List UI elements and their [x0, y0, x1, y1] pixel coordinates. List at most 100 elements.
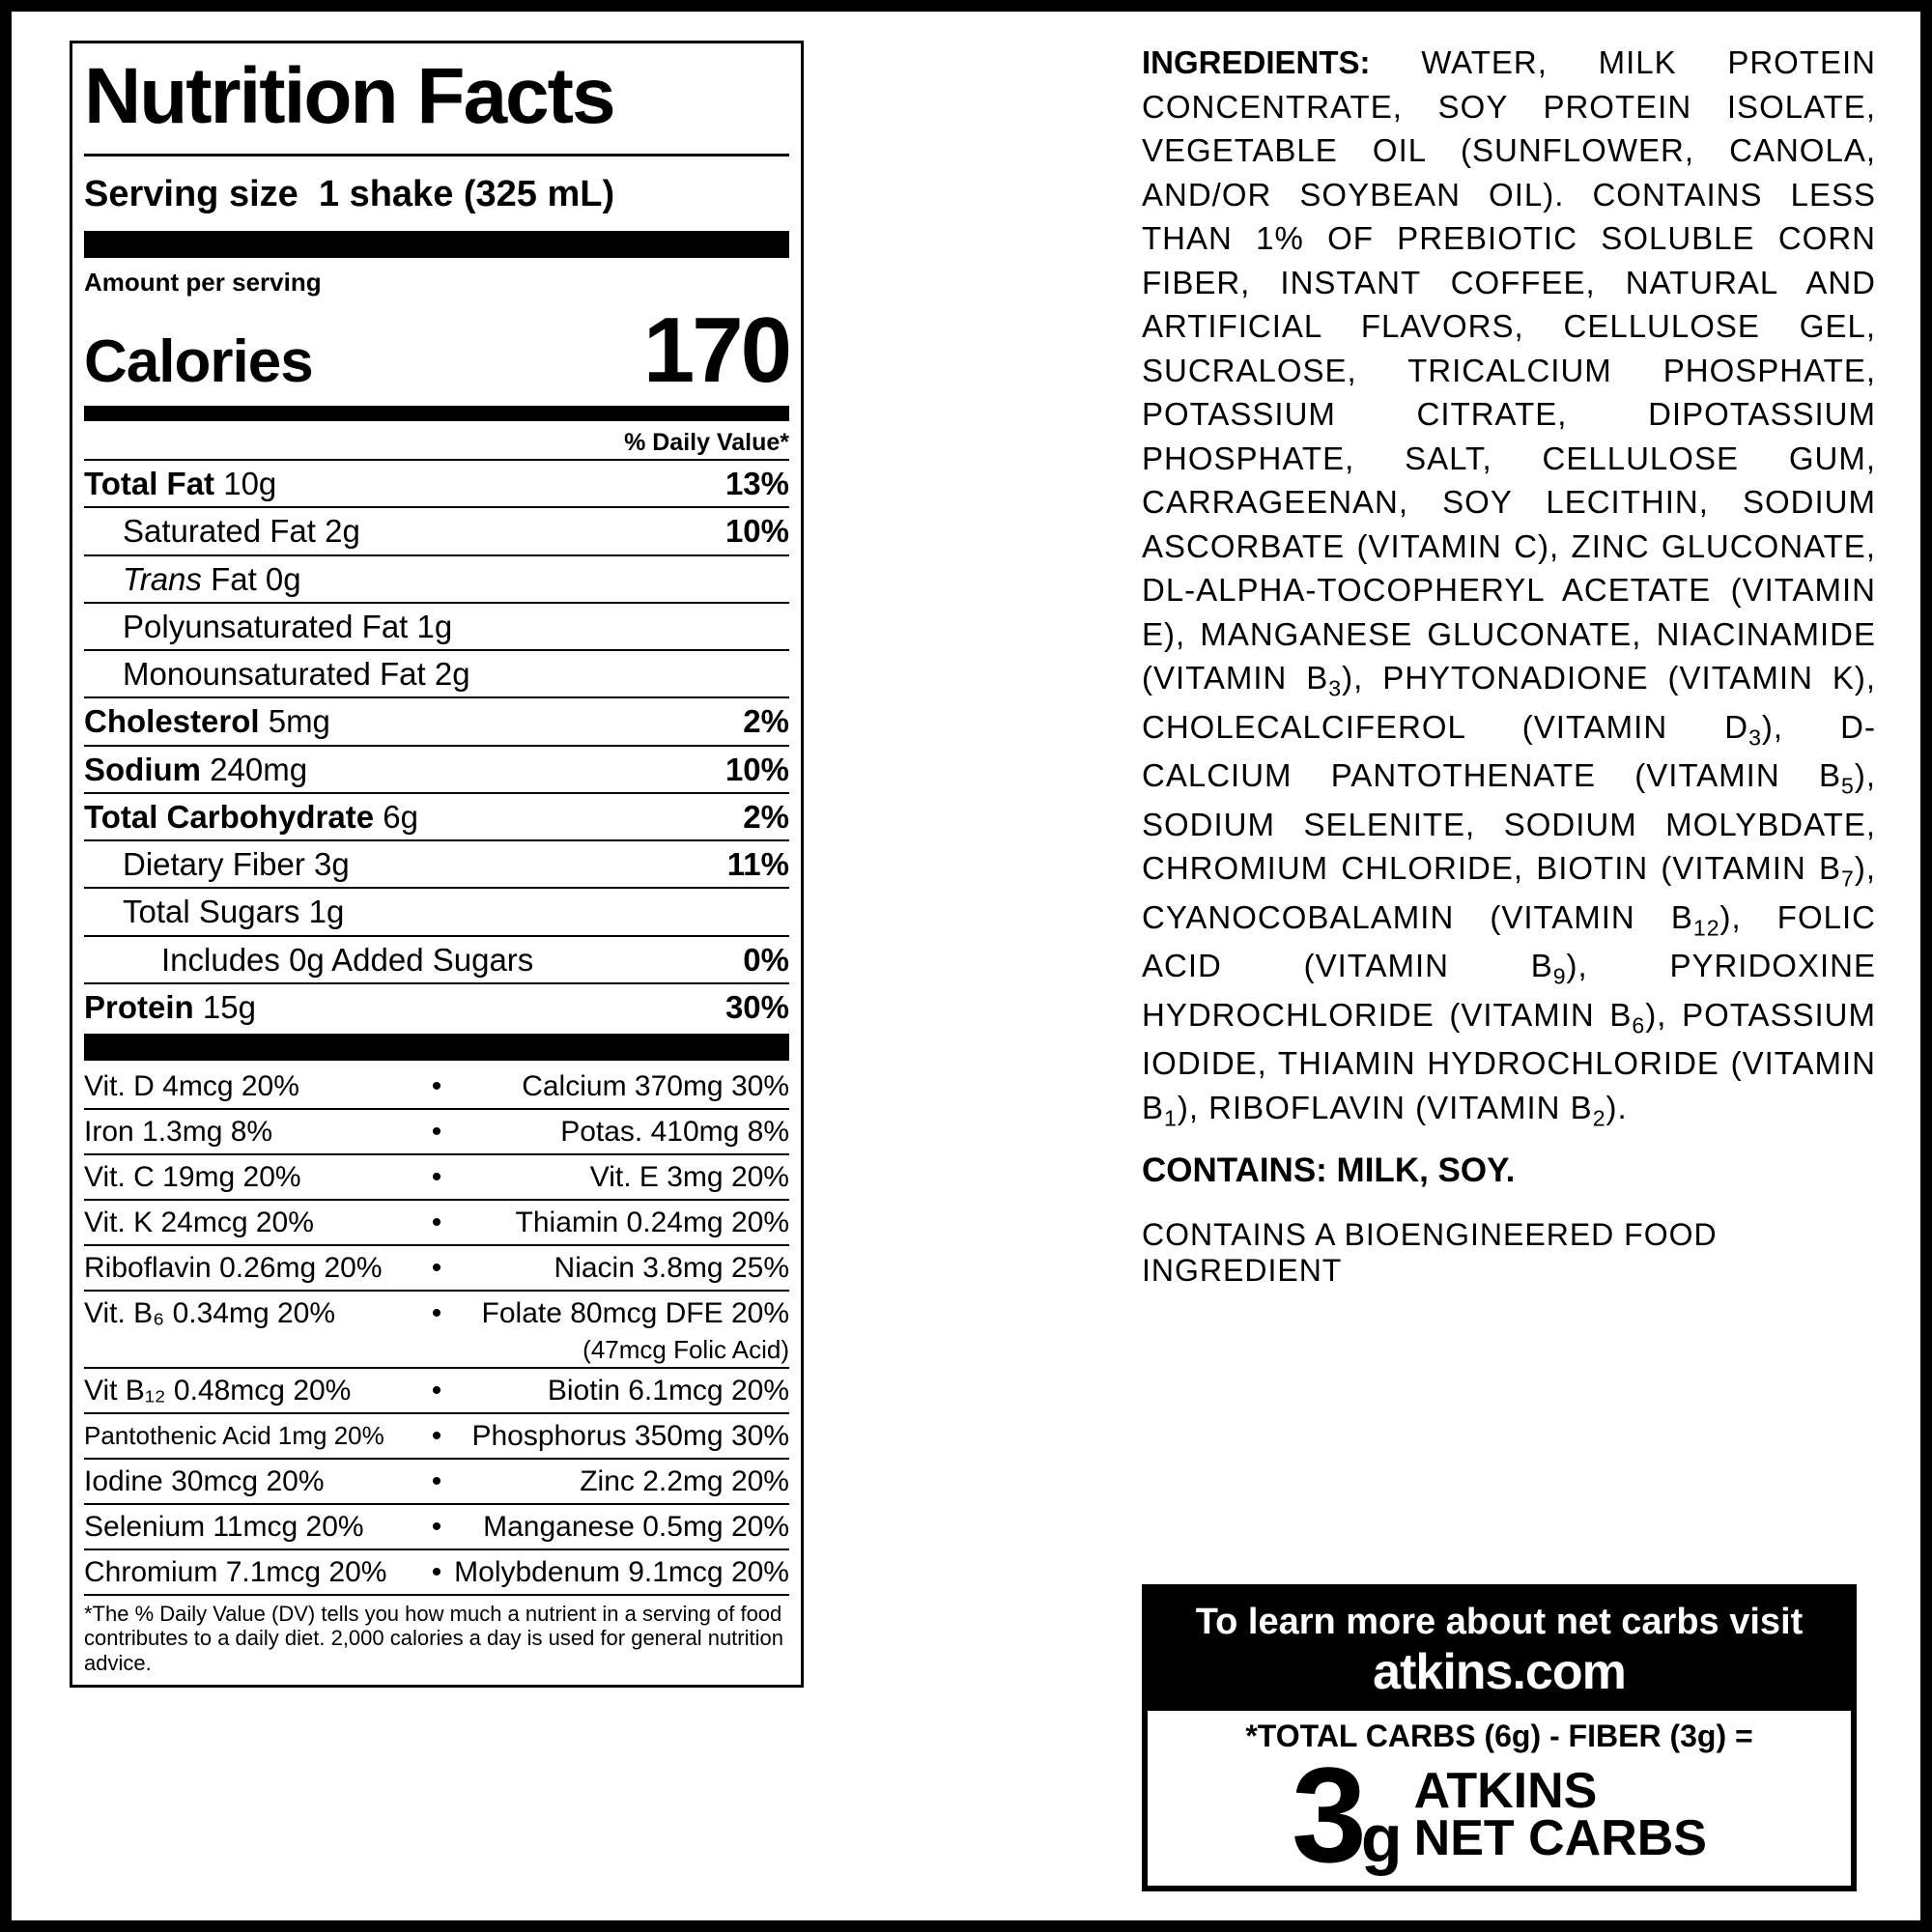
nf-sat-fat: Saturated Fat 2g 10%	[84, 506, 789, 554]
nf-vitamin-dot: •	[422, 1113, 450, 1151]
nf-divider-med	[84, 406, 789, 421]
nf-vitamin-left: Riboflavin 0.26mg 20%	[84, 1249, 422, 1287]
nf-vitamin-right: Manganese 0.5mg 20%	[451, 1508, 789, 1546]
nf-carb-label: Total Carbohydrate	[84, 799, 374, 835]
nf-vitamin-dot: •	[422, 1417, 450, 1455]
nf-sat-fat-label: Saturated Fat	[123, 513, 316, 549]
nf-sodium: Sodium 240mg 10%	[84, 745, 789, 792]
nf-vitamin-dot: •	[422, 1294, 450, 1332]
nf-vitamin-dot: •	[422, 1553, 450, 1591]
nf-vitamin-row: Chromium 7.1mcg 20%•Molybdenum 9.1mcg 20…	[84, 1548, 789, 1594]
net-carb-box: To learn more about net carbs visit atki…	[1142, 1584, 1857, 1891]
nf-vitamin-right: Biotin 6.1mcg 20%	[451, 1372, 789, 1409]
nf-folic-sub: (47mcg Folic Acid)	[84, 1335, 789, 1367]
nf-trans-suffix: Fat 0g	[202, 561, 301, 597]
nf-total-fat-label: Total Fat	[84, 466, 214, 501]
nf-dv-header: % Daily Value*	[84, 423, 789, 459]
nf-total-fat: Total Fat 10g 13%	[84, 459, 789, 506]
ingredients-text: INGREDIENTS: WATER, MILK PROTEIN CONCENT…	[1142, 41, 1876, 1134]
left-column: Nutrition Facts Serving size 1 shake (32…	[70, 41, 804, 1891]
ingredients-label: INGREDIENTS:	[1142, 44, 1371, 80]
nf-chol-amt: 5mg	[269, 703, 330, 739]
nf-vitamin-row: Vit. D 4mcg 20%•Calcium 370mg 30%	[84, 1065, 789, 1108]
nf-serving-value: 1 shake (325 mL)	[319, 174, 614, 214]
nf-divider-thick-2	[84, 1034, 789, 1061]
nf-vitamin-right: Zinc 2.2mg 20%	[451, 1463, 789, 1500]
nf-protein-pct: 30%	[725, 987, 789, 1027]
nf-sat-fat-amt: 2g	[325, 513, 360, 549]
nf-vitamin-left: Vit. C 19mg 20%	[84, 1158, 422, 1196]
net-carb-formula: *TOTAL CARBS (6g) - FIBER (3g) =	[1161, 1719, 1837, 1754]
nf-vitamin-left: Selenium 11mcg 20%	[84, 1508, 422, 1546]
nf-vitamin-left: Chromium 7.1mcg 20%	[84, 1553, 422, 1591]
nf-total-fat-pct: 13%	[725, 464, 789, 503]
nf-calories-value: 170	[643, 298, 789, 404]
nf-vitamin-row: Vit. C 19mg 20%•Vit. E 3mg 20%	[84, 1153, 789, 1199]
label-container: Nutrition Facts Serving size 1 shake (32…	[0, 0, 1932, 1932]
nutrition-facts-panel: Nutrition Facts Serving size 1 shake (32…	[70, 41, 804, 1688]
nf-divider-thick	[84, 231, 789, 258]
nf-poly-fat-label: Polyunsaturated Fat 1g	[84, 607, 452, 646]
nf-footnote: *The % Daily Value (DV) tells you how mu…	[84, 1594, 789, 1679]
nf-cholesterol: Cholesterol 5mg 2%	[84, 696, 789, 744]
nf-calories-label: Calories	[84, 327, 313, 396]
nf-mono-fat-label: Monounsaturated Fat 2g	[84, 654, 470, 694]
nf-total-fat-amt: 10g	[223, 466, 276, 501]
nf-serving-label: Serving size	[84, 174, 298, 214]
nf-protein-label: Protein	[84, 989, 194, 1025]
right-column: INGREDIENTS: WATER, MILK PROTEIN CONCENT…	[1142, 41, 1876, 1891]
nf-vitamin-left: Vit. D 4mcg 20%	[84, 1067, 422, 1105]
nf-vitamin-dot: •	[422, 1508, 450, 1546]
nf-vitamin-row: Vit. B₆ 0.34mg 20%•Folate 80mcg DFE 20%	[84, 1290, 789, 1335]
nf-vitamin-dot: •	[422, 1204, 450, 1241]
nf-amount-per-serving: Amount per serving	[84, 262, 789, 298]
nf-protein: Protein 15g 30%	[84, 982, 789, 1030]
nf-vitamin-right: Niacin 3.8mg 25%	[451, 1249, 789, 1287]
net-carb-label-1: ATKINS	[1414, 1768, 1707, 1815]
nf-vitamin-dot: •	[422, 1463, 450, 1500]
nf-vitamin-left: Pantothenic Acid 1mg 20%	[84, 1420, 422, 1453]
contains-allergens: CONTAINS: MILK, SOY.	[1142, 1151, 1876, 1190]
net-carb-label-2: NET CARBS	[1414, 1815, 1707, 1862]
nf-sugars: Total Sugars 1g	[84, 887, 789, 934]
nf-vitamin-dot: •	[422, 1158, 450, 1196]
nf-fiber-label: Dietary Fiber 3g	[84, 844, 350, 884]
nf-sat-fat-pct: 10%	[725, 511, 789, 551]
nf-vitamin-row: Vit B₁₂ 0.48mcg 20%•Biotin 6.1mcg 20%	[84, 1367, 789, 1412]
nf-vitamin-row: Pantothenic Acid 1mg 20%•Phosphorus 350m…	[84, 1412, 789, 1458]
bioengineered-note: CONTAINS A BIOENGINEERED FOOD INGREDIENT	[1142, 1217, 1876, 1289]
nf-vitamin-right: Calcium 370mg 30%	[451, 1067, 789, 1105]
net-carb-value: 3g	[1292, 1754, 1397, 1876]
nf-sugars-label: Total Sugars 1g	[84, 892, 344, 931]
nf-vitamin-dot: •	[422, 1067, 450, 1105]
nf-vitamin-dot: •	[422, 1249, 450, 1287]
nf-sodium-pct: 10%	[725, 750, 789, 789]
nf-vitamin-left: Iodine 30mcg 20%	[84, 1463, 422, 1500]
nf-vitamin-row: Selenium 11mcg 20%•Manganese 0.5mg 20%	[84, 1503, 789, 1548]
nf-carb-amt: 6g	[383, 799, 418, 835]
nf-trans-fat: Trans Fat 0g	[84, 554, 789, 602]
nf-mono-fat: Monounsaturated Fat 2g	[84, 649, 789, 696]
nf-trans-prefix: Trans	[123, 561, 202, 597]
nf-poly-fat: Polyunsaturated Fat 1g	[84, 602, 789, 649]
nf-vitamin-right: Phosphorus 350mg 30%	[451, 1417, 789, 1455]
nf-sodium-amt: 240mg	[210, 752, 307, 787]
nf-vitamin-right: Potas. 410mg 8%	[451, 1113, 789, 1151]
nf-calories-row: Calories 170	[84, 298, 789, 404]
nf-added-sugars: Includes 0g Added Sugars 0%	[84, 935, 789, 982]
nf-vitamins-block: Vit. D 4mcg 20%•Calcium 370mg 30%Iron 1.…	[84, 1065, 789, 1594]
nf-vitamin-row: Iron 1.3mg 8%•Potas. 410mg 8%	[84, 1108, 789, 1153]
ingredients-body: WATER, MILK PROTEIN CONCENTRATE, SOY PRO…	[1142, 44, 1876, 1125]
nf-vitamin-right: Vit. E 3mg 20%	[451, 1158, 789, 1196]
net-carb-line1: To learn more about net carbs visit	[1157, 1602, 1841, 1643]
nf-vitamin-row: Iodine 30mcg 20%•Zinc 2.2mg 20%	[84, 1458, 789, 1503]
nf-added-sugars-pct: 0%	[743, 940, 789, 980]
nf-chol-label: Cholesterol	[84, 703, 260, 739]
nf-sodium-label: Sodium	[84, 752, 201, 787]
nf-vitamin-dot: •	[422, 1372, 450, 1409]
nf-protein-amt: 15g	[203, 989, 256, 1025]
net-carb-number: 3	[1292, 1754, 1361, 1876]
nf-vitamin-right: Molybdenum 9.1mcg 20%	[451, 1553, 789, 1591]
nf-vitamin-left: Vit. K 24mcg 20%	[84, 1204, 422, 1241]
nf-vitamin-right: Thiamin 0.24mg 20%	[451, 1204, 789, 1241]
